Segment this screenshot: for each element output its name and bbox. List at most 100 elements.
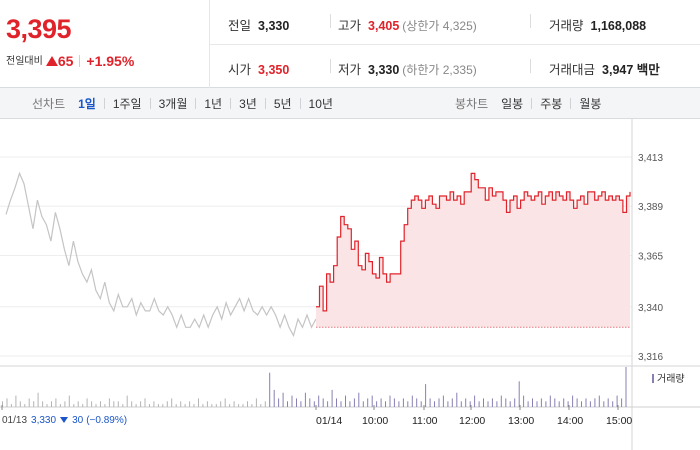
- volume-bar: [33, 401, 35, 407]
- change-label: 전일대비: [6, 56, 43, 67]
- volume-bar: [166, 401, 168, 407]
- quote-panel: 3,395 전일대비 65 +1.95% 전일 3,330 고가 3,405 (상한가 4…: [0, 0, 700, 88]
- volume-bar: [100, 401, 101, 407]
- volume-bar: [598, 395, 600, 407]
- volume-bar: [509, 401, 511, 407]
- tab-1-week[interactable]: 1주일: [112, 97, 142, 111]
- volume-bar: [576, 398, 578, 407]
- volume-bar: [6, 398, 8, 407]
- volume-bar: [59, 404, 61, 407]
- prev-day-summary: 01/13 3,330 30 (−0.89%): [2, 415, 127, 426]
- volume-bar: [291, 395, 293, 407]
- volume-bar: [371, 395, 373, 407]
- volume-bar: [77, 401, 79, 407]
- volume-bar: [327, 401, 329, 407]
- volume-bar: [318, 395, 320, 407]
- volume-bar: [122, 404, 124, 407]
- volume-bar: [385, 401, 386, 407]
- tab-3-years[interactable]: 3년: [239, 97, 257, 111]
- line-chart-label: 선차트: [32, 97, 66, 111]
- volume-bar: [527, 401, 529, 407]
- x-tick-label: 01/14: [316, 415, 342, 427]
- volume-bar: [478, 401, 480, 407]
- tab-3-months[interactable]: 3개월: [158, 97, 188, 111]
- line-chart-tabs: 선차트 1일 1주일 3개월 1년 3년 5년 10년: [32, 88, 334, 119]
- volume-bar: [242, 404, 244, 407]
- volume-bar: [278, 398, 280, 407]
- tab-1-day[interactable]: 1일: [78, 97, 96, 111]
- volume-bar: [46, 404, 48, 407]
- volume-bar: [456, 392, 458, 407]
- volume-bar: [224, 398, 226, 407]
- volume-bar: [313, 401, 315, 407]
- divider: [299, 98, 301, 109]
- divider: [79, 55, 81, 67]
- prev-day-close: 3,330: [31, 415, 57, 426]
- tab-5-years[interactable]: 5년: [273, 97, 292, 111]
- today-series: [315, 172, 631, 328]
- volume-bar: [514, 398, 516, 407]
- volume-bar: [202, 404, 204, 407]
- divider: [570, 98, 572, 109]
- volume-bar: [469, 401, 471, 407]
- volume-bar: [362, 401, 364, 407]
- x-tick-label: 13:00: [508, 415, 534, 427]
- amount-value: 3,947 백만: [602, 63, 660, 77]
- prev-day-series: [5, 171, 317, 338]
- volume-bar: [19, 401, 21, 407]
- volume-bar: [411, 395, 413, 407]
- x-tick-label: 11:00: [412, 415, 438, 427]
- low-label: 저가: [338, 63, 362, 77]
- volume-bar: [104, 404, 106, 407]
- tab-weekly-candle[interactable]: 주봉: [540, 97, 563, 111]
- y-axis: 3,413 3,389 3,365 3,340 3,316: [638, 153, 663, 363]
- volume-bar: [162, 404, 164, 407]
- open-label: 시가: [228, 63, 252, 77]
- volume-bar: [24, 404, 26, 407]
- volume-bar: [465, 398, 467, 407]
- volume-bar: [215, 404, 217, 407]
- volume-bar: [149, 404, 150, 407]
- volume-bar: [549, 395, 551, 407]
- volume-bar: [540, 398, 542, 407]
- tab-1-year[interactable]: 1년: [204, 97, 223, 111]
- volume-bar: [621, 398, 623, 407]
- volume-bar: [28, 398, 30, 407]
- volume-bar: [389, 395, 391, 407]
- tab-daily-candle[interactable]: 일봉: [501, 97, 524, 111]
- prev-close-label: 전일: [228, 19, 252, 33]
- volume-bar: [55, 398, 57, 407]
- volume-bar: [460, 401, 462, 407]
- divider: [149, 98, 151, 109]
- volume-bar: [545, 401, 547, 407]
- y-tick-label: 3,413: [638, 153, 663, 164]
- amount-label: 거래대금: [549, 63, 596, 77]
- volume-bar: [447, 401, 449, 407]
- high-value: 3,405: [368, 19, 400, 33]
- y-tick-label: 3,316: [638, 352, 663, 363]
- volume-bar: [264, 401, 266, 407]
- change-percent: +1.95%: [86, 53, 135, 69]
- volume-bar: [349, 401, 351, 407]
- volume-bar: [532, 398, 533, 407]
- tab-10-years[interactable]: 10년: [308, 97, 333, 111]
- volume-bar: [336, 398, 337, 407]
- divider: [330, 59, 331, 73]
- volume-bar: [171, 398, 173, 407]
- volume-bar: [175, 404, 177, 407]
- volume-bar: [68, 395, 70, 407]
- volume-bar: [131, 401, 133, 407]
- volume-bar: [536, 401, 538, 407]
- volume-bar: [345, 395, 346, 407]
- volume-bar: [353, 398, 355, 407]
- x-axis: 01/14 10:00 11:00 12:00 13:00 14:00 15:00: [1, 405, 632, 427]
- volume-label: 거래량: [549, 19, 584, 33]
- volume-bar: [2, 401, 3, 407]
- volume-bar: [282, 392, 284, 407]
- volume-bar: [607, 398, 609, 407]
- volume-bar: [269, 372, 271, 407]
- tab-monthly-candle[interactable]: 월봉: [579, 97, 602, 111]
- volume-bar: [563, 398, 565, 407]
- volume-bar: [113, 401, 115, 407]
